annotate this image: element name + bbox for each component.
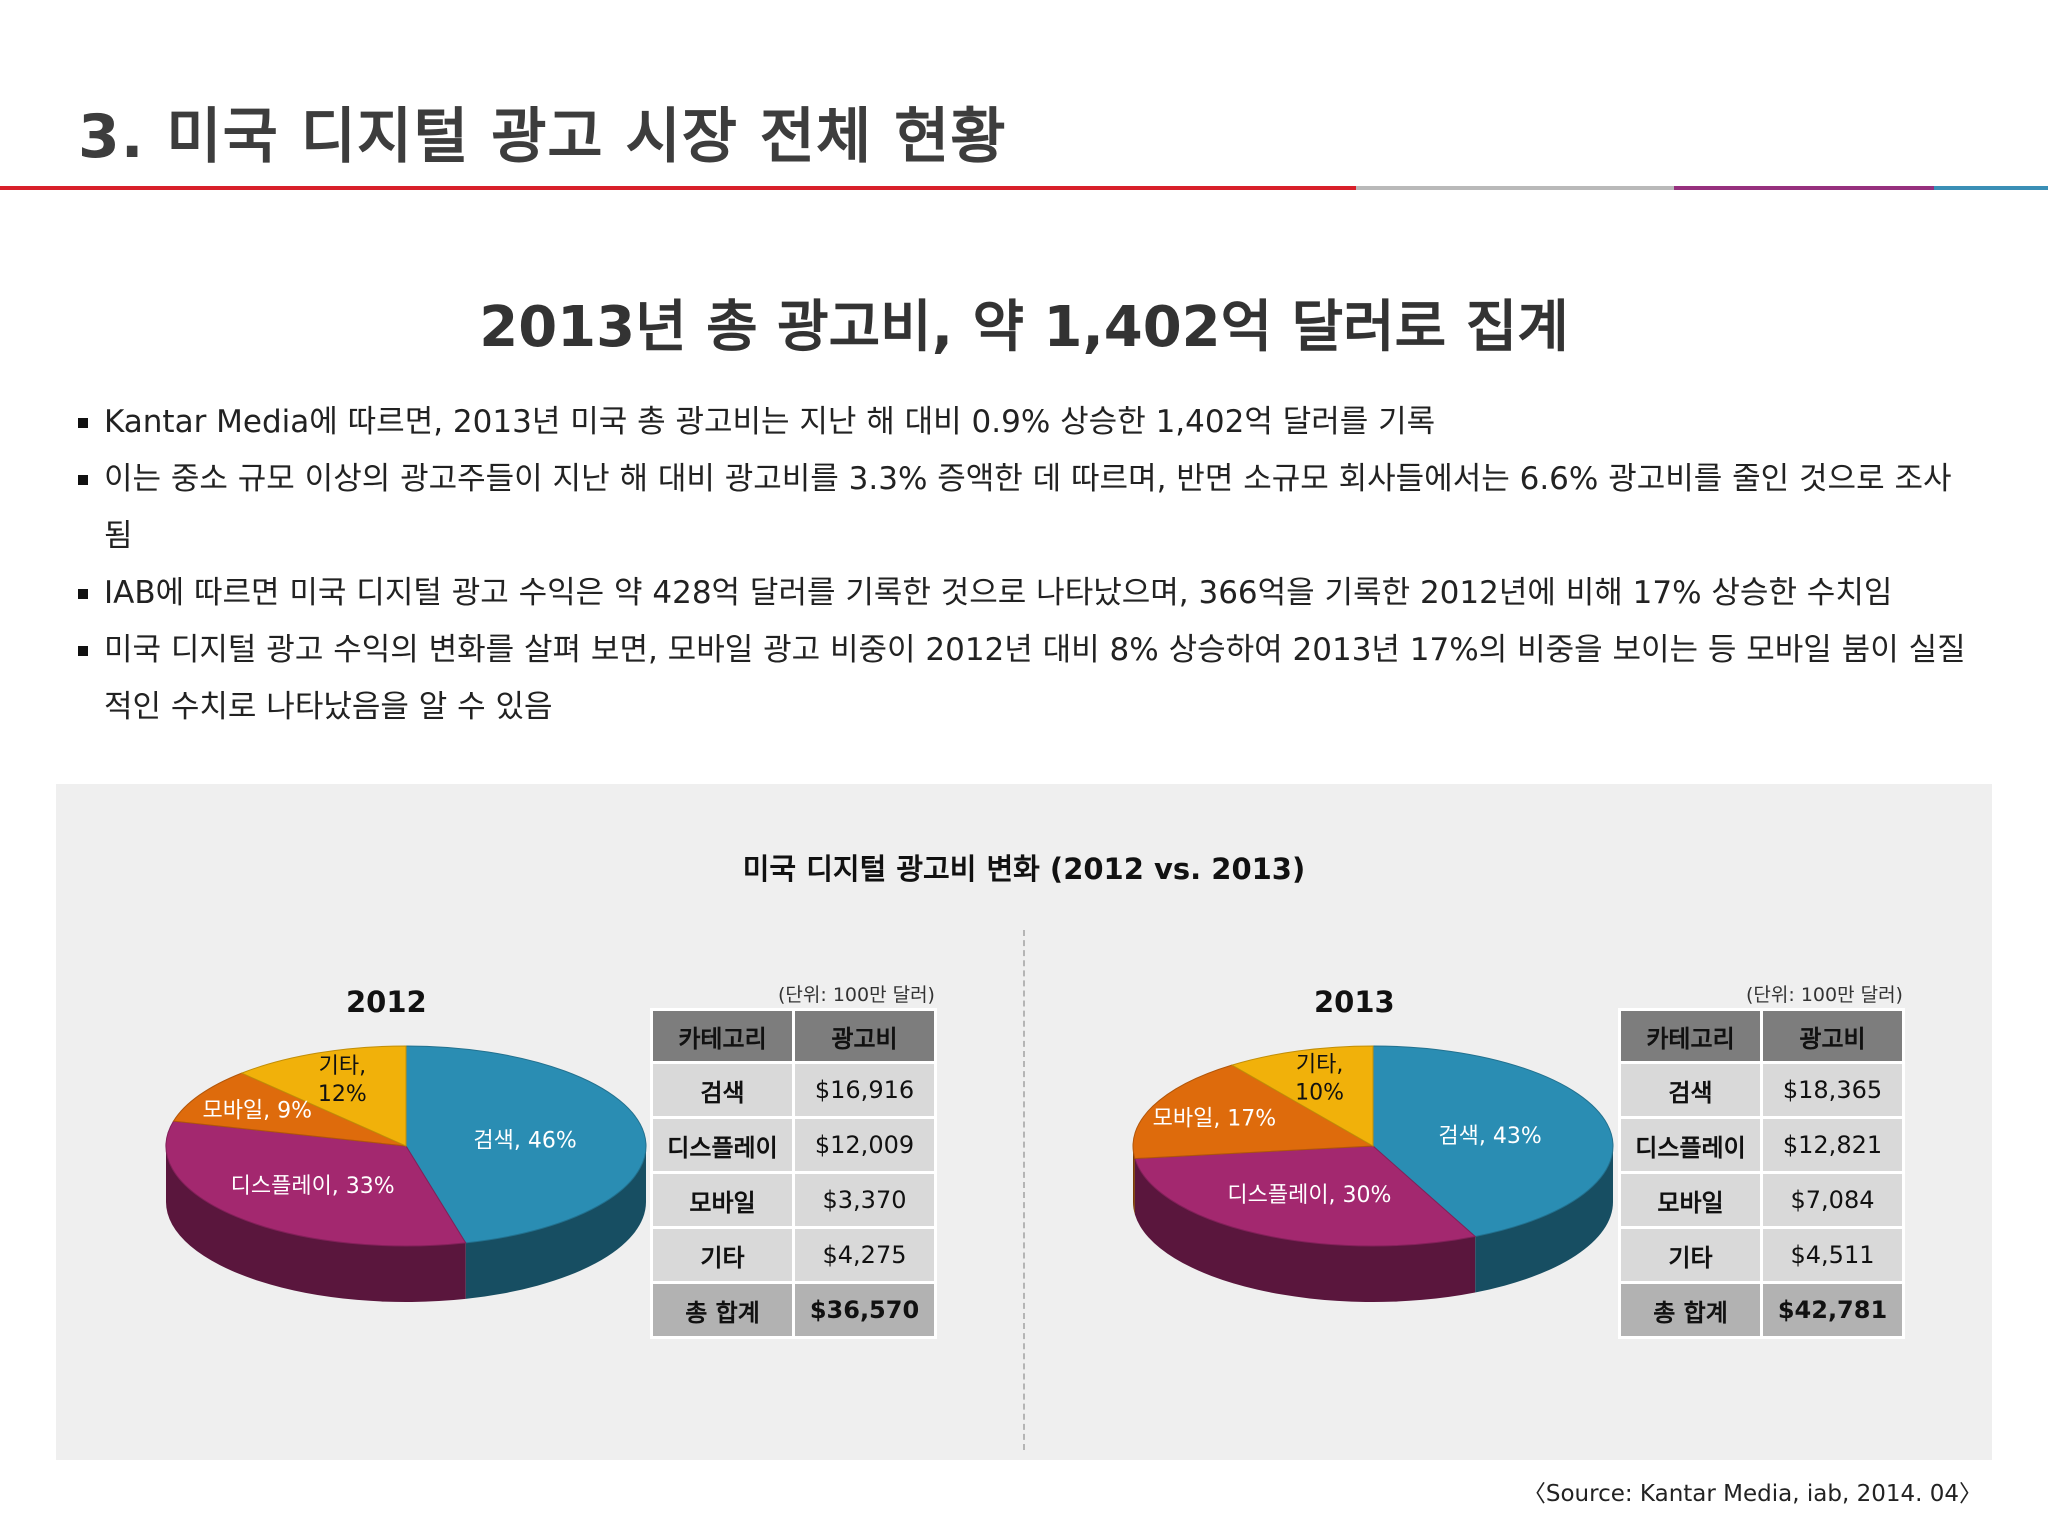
pie-slice-side-검색: [465, 1146, 646, 1299]
header-rule-blue: [1934, 186, 2048, 190]
pie-slice-검색: [405, 1045, 647, 1244]
table-row: 검색 $16,916: [650, 1061, 937, 1119]
pie-label-디스플레이: 디스플레이, 33%: [231, 1174, 395, 1199]
unit-note-2012: (단위: 100만 달러): [778, 984, 935, 1006]
bullet-item: Kantar Media에 따르면, 2013년 미국 총 광고비는 지난 해 …: [74, 394, 1974, 451]
bullet-item: IAB에 따르면 미국 디지털 광고 수익은 약 428억 달러를 기록한 것으…: [74, 565, 1974, 622]
pie-label-디스플레이: 디스플레이, 30%: [1227, 1183, 1391, 1208]
headline: 2013년 총 광고비, 약 1,402억 달러로 집계: [479, 295, 1569, 360]
pie-label-모바일: 모바일, 17%: [1153, 1106, 1277, 1131]
table-row: 기타 $4,511: [1618, 1226, 1905, 1284]
header-rule-gray: [1356, 186, 1674, 190]
panel-divider: [1023, 930, 1025, 1450]
pie-slice-기타: [1230, 1045, 1374, 1147]
pie-label-기타: 기타, 12%: [318, 1054, 367, 1107]
bullet-list: Kantar Media에 따르면, 2013년 미국 총 광고비는 지난 해 …: [74, 394, 1974, 736]
table-total-row: 총 합계 $42,781: [1618, 1281, 1905, 1339]
pie-slice-side-디스플레이: [166, 1146, 466, 1302]
pie-top: [1132, 1045, 1614, 1247]
pie-top: [165, 1045, 647, 1247]
data-table-2013: 카테고리 광고비 검색 $18,365 디스플레이 $12,821 모바일 $7…: [1618, 1008, 1905, 1339]
table-total-row: 총 합계 $36,570: [650, 1281, 937, 1339]
page-title: 3. 미국 디지털 광고 시장 전체 현황: [78, 102, 1007, 172]
table-header-value: 광고비: [792, 1008, 937, 1064]
pie-slice-기타: [240, 1045, 407, 1147]
unit-note-2013: (단위: 100만 달러): [1746, 984, 1903, 1006]
pie-2012-title: 2012: [346, 985, 427, 1019]
source-note: 〈Source: Kantar Media, iab, 2014. 04〉: [1522, 1481, 1982, 1507]
bullet-item: 미국 디지털 광고 수익의 변화를 살펴 보면, 모바일 광고 비중이 2012…: [74, 622, 1974, 736]
pie-slice-side-모바일: [1133, 1146, 1135, 1215]
table-row: 기타 $4,275: [650, 1226, 937, 1284]
table-header-category: 카테고리: [1618, 1008, 1763, 1064]
pie-slice-side-검색: [1475, 1146, 1613, 1293]
pie-slice-디스플레이: [1134, 1145, 1477, 1247]
table-header-value: 광고비: [1760, 1008, 1905, 1064]
header-rule-red: [0, 186, 1356, 190]
pie-label-모바일: 모바일, 9%: [202, 1098, 312, 1123]
pie-chart-2013: 검색, 43% 디스플레이, 30% 모바일, 17% 기타, 10%: [1132, 1045, 1614, 1302]
data-table-2012: 카테고리 광고비 검색 $16,916 디스플레이 $12,009 모바일 $3…: [650, 1008, 937, 1339]
table-row: 디스플레이 $12,821: [1618, 1116, 1905, 1174]
pie-slice-모바일: [1132, 1064, 1375, 1160]
pie-side-walls: [166, 1146, 646, 1302]
chart-panel: 미국 디지털 광고비 변화 (2012 vs. 2013) 2012 검색, 4…: [56, 784, 1992, 1460]
table-row: 모바일 $3,370: [650, 1171, 937, 1229]
table-row: 모바일 $7,084: [1618, 1171, 1905, 1229]
pie-2013-title: 2013: [1314, 985, 1395, 1019]
pie-slice-side-디스플레이: [1134, 1158, 1476, 1302]
table-header-category: 카테고리: [650, 1008, 795, 1064]
table-row: 디스플레이 $12,009: [650, 1116, 937, 1174]
bullet-item: 이는 중소 규모 이상의 광고주들이 지난 해 대비 광고비를 3.3% 증액한…: [74, 451, 1974, 565]
pie-slice-검색: [1372, 1045, 1614, 1238]
chart-panel-title: 미국 디지털 광고비 변화 (2012 vs. 2013): [742, 852, 1306, 886]
pie-slice-모바일: [172, 1072, 407, 1147]
pie-label-검색: 검색, 43%: [1438, 1124, 1541, 1149]
pie-label-검색: 검색, 46%: [473, 1129, 576, 1154]
pie-chart-2012: 검색, 46% 디스플레이, 33% 모바일, 9%기타, 12%: [165, 1045, 647, 1302]
table-row: 검색 $18,365: [1618, 1061, 1905, 1119]
pie-side-walls: [1133, 1146, 1613, 1302]
pie-label-기타: 기타, 10%: [1295, 1053, 1344, 1106]
pie-slice-디스플레이: [165, 1120, 467, 1247]
header-rule-purple: [1674, 186, 1934, 190]
